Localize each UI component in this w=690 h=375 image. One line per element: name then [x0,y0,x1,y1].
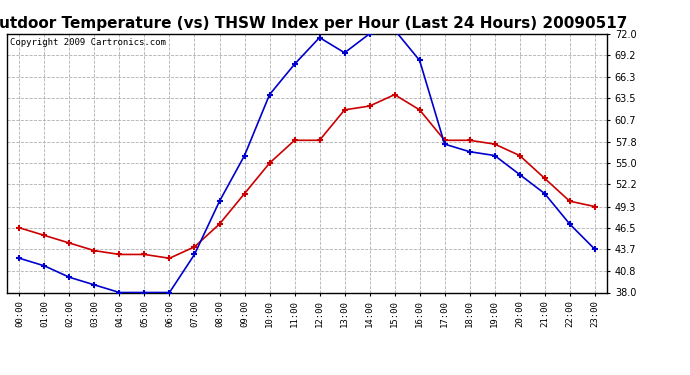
Title: Outdoor Temperature (vs) THSW Index per Hour (Last 24 Hours) 20090517: Outdoor Temperature (vs) THSW Index per … [0,16,628,31]
Text: Copyright 2009 Cartronics.com: Copyright 2009 Cartronics.com [10,38,166,46]
